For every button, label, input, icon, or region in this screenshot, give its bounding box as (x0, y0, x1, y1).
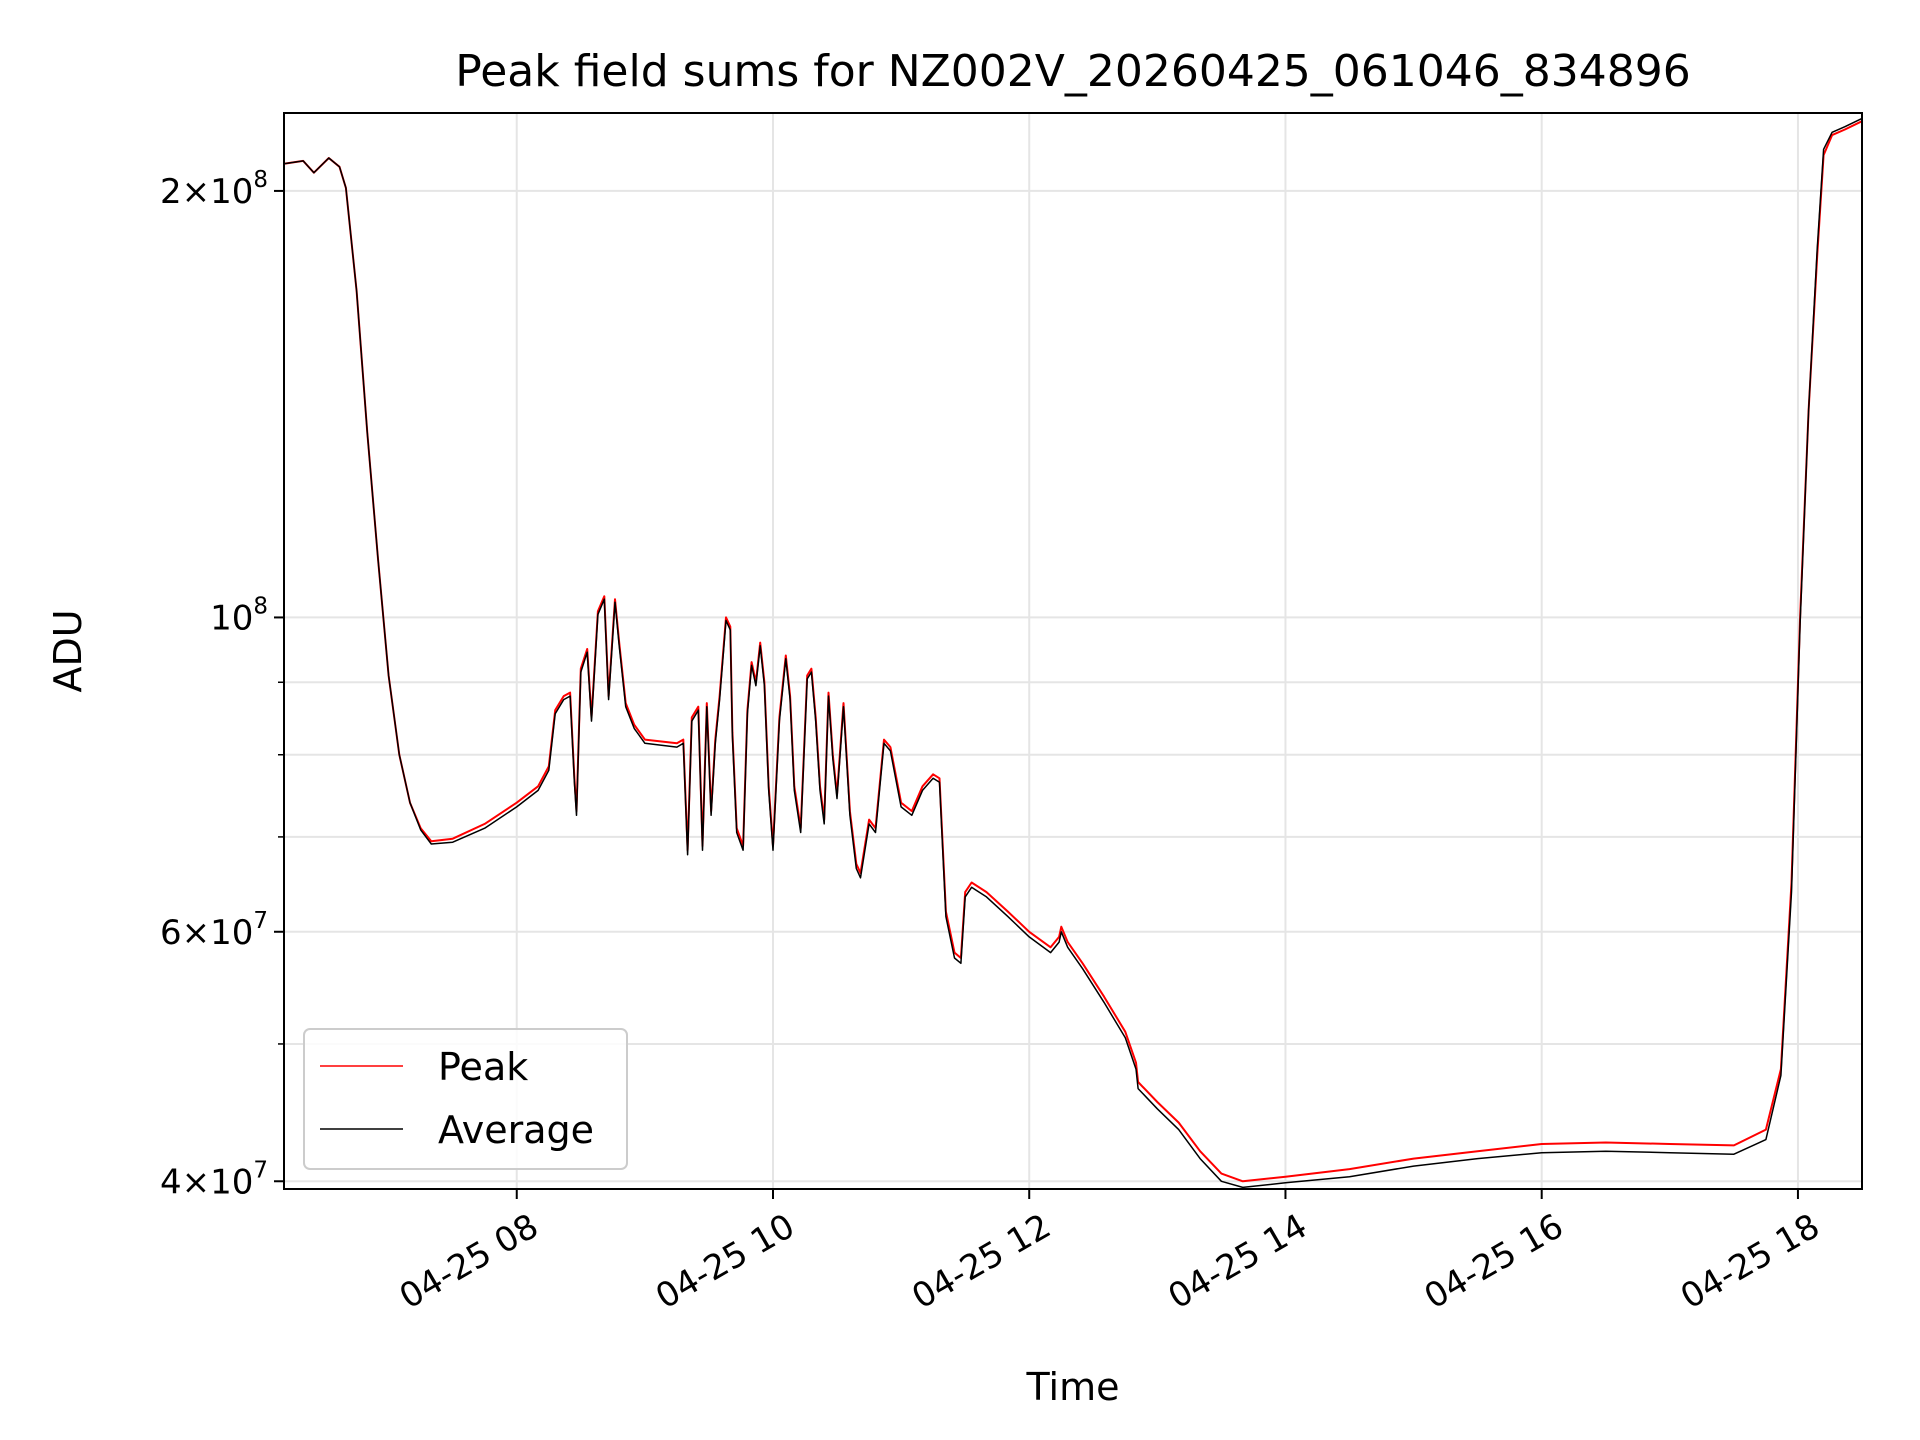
series-line-average (283, 117, 1863, 1189)
x-axis-label: Time (1026, 1365, 1120, 1409)
series-lines (283, 117, 1863, 1189)
legend-label-peak: Peak (438, 1045, 528, 1089)
y-tick-label: 4×107 (160, 1157, 268, 1202)
plot-area-frame (283, 112, 1863, 1190)
y-tick-label: 6×107 (160, 908, 268, 953)
legend-label-average: Average (438, 1108, 594, 1152)
legend: Peak Average (303, 1028, 628, 1170)
y-tick-label: 2×108 (160, 167, 268, 212)
chart-title: Peak field sums for NZ002V_20260425_0610… (455, 46, 1690, 97)
y-tick-label: 108 (210, 593, 268, 638)
y-axis-label: ADU (46, 609, 90, 692)
legend-box (303, 1028, 628, 1170)
